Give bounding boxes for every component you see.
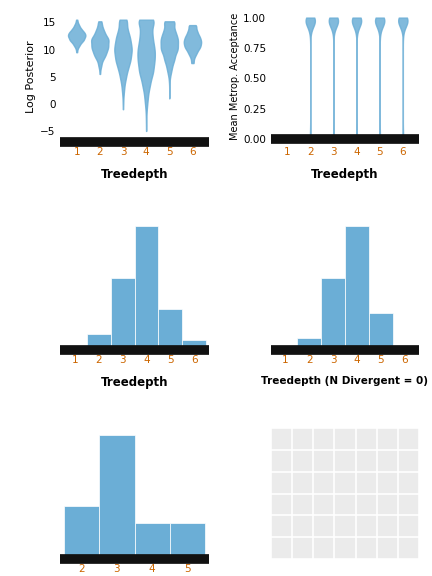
Bar bbox=[134, 226, 159, 350]
X-axis label: Treedepth: Treedepth bbox=[101, 168, 168, 181]
Bar bbox=[64, 506, 99, 559]
Bar bbox=[297, 338, 321, 350]
Y-axis label: Log Posterior: Log Posterior bbox=[26, 40, 36, 113]
Bar bbox=[345, 226, 369, 350]
Bar bbox=[99, 435, 134, 559]
Bar bbox=[134, 523, 170, 559]
Bar bbox=[182, 340, 206, 350]
Bar bbox=[369, 313, 393, 350]
Y-axis label: Mean Metrop. Acceptance: Mean Metrop. Acceptance bbox=[230, 13, 240, 141]
Bar bbox=[159, 309, 182, 350]
Bar bbox=[111, 278, 134, 350]
Bar bbox=[170, 523, 205, 559]
X-axis label: Treedepth: Treedepth bbox=[101, 376, 168, 389]
X-axis label: Treedepth (N Divergent = 0): Treedepth (N Divergent = 0) bbox=[261, 376, 429, 386]
Bar bbox=[63, 348, 87, 350]
Bar bbox=[87, 334, 111, 350]
Bar bbox=[321, 278, 345, 350]
X-axis label: Treedepth: Treedepth bbox=[311, 168, 379, 181]
